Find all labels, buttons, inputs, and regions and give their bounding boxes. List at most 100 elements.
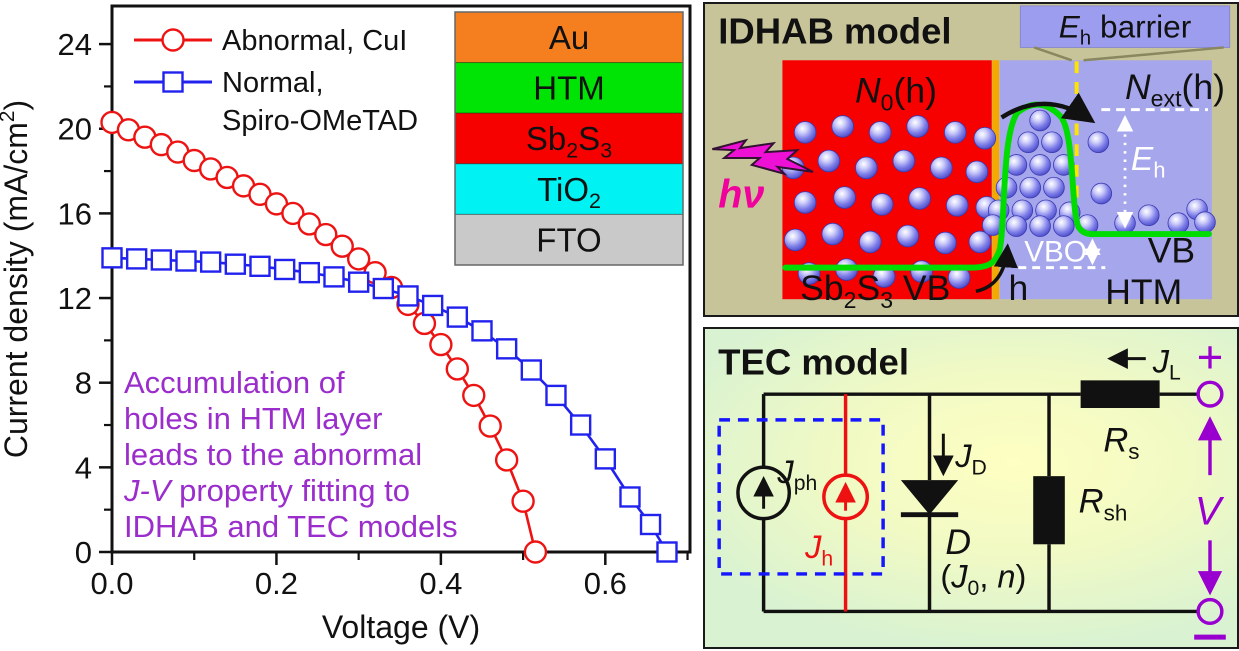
hole-sphere	[859, 230, 882, 254]
legend-marker-circle	[161, 28, 185, 52]
hole-sphere	[1053, 215, 1075, 237]
data-point-square	[569, 414, 592, 436]
stack-layer-3	[454, 163, 684, 215]
legend-label: Normal,	[222, 67, 324, 99]
data-point-square	[347, 271, 370, 293]
data-point-square	[101, 247, 123, 269]
hole-sphere	[906, 115, 929, 138]
y-tick-label: 20	[58, 112, 92, 147]
hole-hop-arrow	[1000, 92, 1096, 124]
hole-sphere	[821, 222, 845, 246]
hole-sphere	[1114, 212, 1136, 234]
hole-sphere	[1005, 215, 1028, 237]
hole-sphere	[1041, 131, 1063, 153]
n0-label: N0(h)	[855, 71, 937, 116]
data-point-square	[446, 306, 469, 328]
vbo-label: VBO	[1024, 236, 1087, 269]
data-point-square	[224, 253, 247, 275]
legend-label: Abnormal, CuI	[222, 25, 407, 57]
hole-sphere	[1194, 211, 1216, 233]
jh-label: Jh	[804, 528, 833, 570]
data-point-square	[619, 486, 641, 508]
plot-box	[110, 4, 692, 554]
hole-sphere	[870, 193, 894, 216]
hv-label: hν	[718, 172, 764, 216]
stack-layer-4	[454, 213, 684, 266]
next-label: Next(h)	[1125, 67, 1225, 112]
hole-sphere	[1029, 215, 1051, 237]
y-tick-label: 16	[58, 196, 92, 231]
y-tick-label: 4	[75, 450, 92, 485]
hole-current-source	[822, 473, 870, 521]
rs-label: Rs	[1103, 421, 1139, 464]
y-axis-title: Current density (mA/cm2)	[0, 100, 34, 458]
hole-sphere	[817, 149, 841, 173]
hole-sphere	[1087, 131, 1110, 153]
jph-label: Jph	[776, 453, 817, 495]
rsh-label: Rsh	[1079, 483, 1128, 526]
series-resistor	[1080, 380, 1160, 409]
stack-layer-0	[454, 11, 684, 64]
data-point-square	[421, 294, 444, 317]
idhab-title: IDHAB model	[718, 10, 951, 51]
htm-label: HTM	[1105, 272, 1182, 312]
stack-layer-label: HTM	[533, 70, 604, 107]
data-point-circle	[494, 448, 519, 472]
hole-sphere	[1043, 176, 1065, 199]
annotation-line: J-V property fitting to	[123, 473, 410, 508]
stack-layer-label: Au	[549, 19, 589, 56]
y-tick-label: 0	[75, 535, 92, 570]
stack-layer-label: Sb2S3	[526, 120, 612, 162]
hole-sphere	[793, 191, 817, 214]
jl-label: JL	[1152, 342, 1181, 384]
eh-barrier-label: Eh barrier	[1059, 9, 1192, 50]
hole-sphere	[968, 230, 992, 254]
hole-sphere	[1029, 154, 1051, 176]
hole-sphere	[1019, 176, 1041, 199]
hole-sphere	[896, 224, 920, 248]
stack-layer-label: FTO	[536, 221, 601, 258]
data-point-square	[199, 251, 222, 273]
hole-sphere	[784, 228, 807, 252]
stack-border	[454, 11, 684, 266]
sources-dashed-box	[717, 418, 885, 576]
data-point-square	[298, 261, 321, 284]
hole-sphere	[831, 115, 854, 138]
hole-sphere	[855, 156, 878, 180]
y-tick-label: 12	[58, 281, 92, 316]
shunt-resistor	[1033, 476, 1065, 545]
data-point-circle	[429, 332, 453, 357]
data-point-circle	[314, 222, 338, 247]
hole-sphere	[892, 149, 916, 173]
diode-params-label: (J0, n)	[940, 558, 1026, 600]
callout-line	[1033, 46, 1073, 62]
hole-sphere	[1029, 109, 1051, 132]
eh-label: Eh	[1131, 141, 1166, 182]
positive-terminal	[1196, 380, 1224, 408]
x-tick-label: 0.4	[419, 566, 462, 601]
hole-sphere	[930, 156, 953, 180]
hole-sphere	[868, 121, 892, 144]
data-point-circle	[281, 201, 305, 226]
hole-sphere	[965, 160, 989, 184]
data-point-square	[495, 338, 518, 360]
data-point-circle	[330, 234, 354, 258]
data-point-square	[397, 285, 419, 307]
tec-title: TEC model	[718, 341, 909, 382]
v-label: V	[1195, 490, 1225, 534]
data-point-square	[520, 359, 543, 381]
sb2s3-region	[782, 60, 992, 300]
hole-injection-arrow	[975, 243, 1019, 293]
jd-label: JD	[954, 437, 987, 479]
hole-sphere	[1017, 131, 1040, 153]
data-point-circle	[523, 540, 548, 564]
stack-layer-label: TiO2	[537, 171, 601, 213]
h-label: h	[1009, 268, 1029, 308]
hole-sphere	[1090, 182, 1113, 205]
data-point-square	[150, 249, 173, 271]
tec-model-panel: TEC model + Jph Jh JD D (J0, n) Rsh Rs JL V	[703, 327, 1239, 649]
data-point-circle	[511, 489, 535, 513]
x-axis-title: Voltage (V)	[322, 609, 480, 645]
hole-sphere	[934, 231, 957, 255]
